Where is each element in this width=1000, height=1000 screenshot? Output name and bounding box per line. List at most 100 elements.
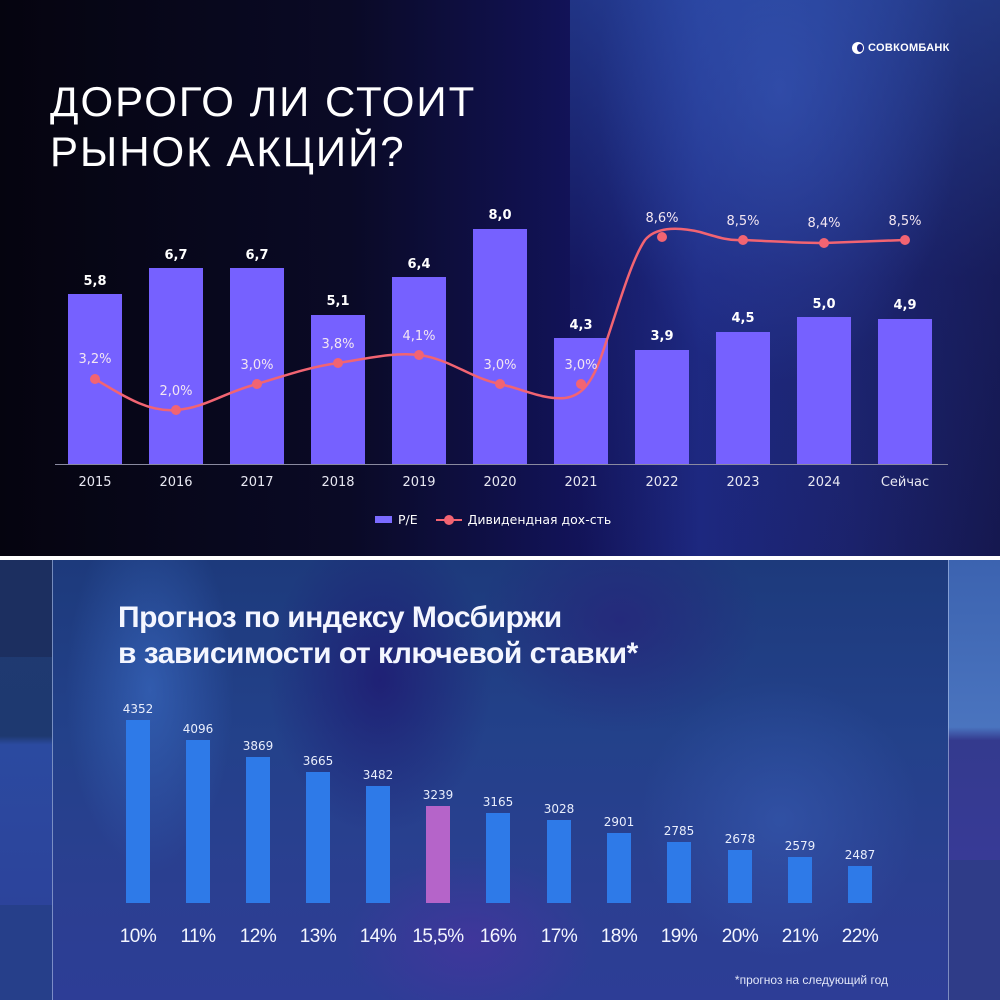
dividend-yield-line (90, 227, 910, 415)
forecast-bar-14 (366, 786, 390, 903)
x-tick-label: 2021 (564, 475, 598, 490)
pe-bar-2017 (230, 268, 284, 464)
left-side-strip (0, 560, 52, 1000)
forecast-bar-20 (728, 850, 752, 903)
forecast-value-label: 4096 (182, 722, 214, 736)
x-tick-label: Сейчас (880, 475, 930, 490)
pe-value-label: 6,4 (407, 257, 431, 272)
pe-value-label: 5,0 (812, 297, 836, 312)
pe-value-label: 4,3 (569, 318, 593, 333)
forecast-value-label: 2785 (663, 824, 695, 838)
rate-tick-label: 15,5% (412, 926, 464, 947)
pe-value-label: 6,7 (164, 248, 188, 263)
rate-tick-label: 11% (180, 926, 216, 947)
x-tick-label: 2016 (159, 475, 193, 490)
pe-dividend-chart-panel: СОВКОМБАНК ДОРОГО ЛИ СТОИТ РЫНОК АКЦИЙ? … (0, 0, 1000, 556)
panel-divider (0, 556, 1000, 560)
brand-name: СОВКОМБАНК (868, 42, 950, 54)
pe-value-label: 4,9 (893, 298, 917, 313)
right-side-strip (948, 560, 1000, 1000)
dividend-value-label: 8,5% (888, 214, 922, 229)
x-tick-label: 2018 (321, 475, 355, 490)
forecast-footnote: *прогноз на следующий год (734, 973, 888, 987)
legend-dividend-label: Дивидендная дох-сть (467, 512, 612, 527)
rate-tick-label: 22% (841, 926, 879, 947)
sovcombank-logo-icon (852, 42, 864, 54)
pe-value-label: 3,9 (650, 329, 674, 344)
pe-bar-now (878, 319, 932, 464)
x-tick-label: 2015 (78, 475, 112, 490)
x-axis-line (55, 464, 948, 465)
dividend-value-label: 8,4% (807, 216, 841, 231)
pe-bar-2020 (473, 229, 527, 464)
forecast-value-label: 3239 (422, 788, 454, 802)
dividend-value-label: 3,0% (240, 358, 274, 373)
forecast-value-label: 2579 (784, 839, 816, 853)
left-frame-line (52, 560, 53, 1000)
right-frame-line (948, 560, 949, 1000)
brand-logo: СОВКОМБАНК (852, 42, 950, 54)
rate-tick-label: 10% (119, 926, 157, 947)
x-tick-label: 2022 (645, 475, 679, 490)
forecast-value-label: 4352 (122, 702, 154, 716)
title-line-1: ДОРОГО ЛИ СТОИТ (50, 78, 477, 125)
rate-tick-label: 14% (359, 926, 397, 947)
dividend-legend-line-icon (435, 514, 462, 525)
forecast-title-line-1: Прогноз по индексу Мосбиржи (118, 601, 562, 634)
forecast-bar-18 (607, 833, 631, 903)
dividend-value-label: 4,1% (402, 329, 436, 344)
forecast-bar-12 (246, 757, 270, 903)
forecast-value-label: 2678 (724, 832, 756, 846)
dividend-value-label: 3,0% (483, 358, 517, 373)
forecast-value-label: 2901 (603, 815, 635, 829)
rate-tick-label: 16% (479, 926, 517, 947)
moex-forecast-chart-panel: Прогноз по индексу Мосбиржи в зависимост… (0, 560, 1000, 1000)
pe-value-label: 4,5 (731, 311, 755, 326)
rate-tick-label: 13% (299, 926, 337, 947)
forecast-bar-21 (788, 857, 812, 903)
forecast-bar-11 (186, 740, 210, 903)
pe-value-label: 5,1 (326, 294, 350, 309)
pe-bar-2021 (554, 338, 608, 464)
title-line-2: РЫНОК АКЦИЙ? (50, 128, 406, 175)
x-tick-label: 2023 (726, 475, 760, 490)
x-tick-label: 2024 (807, 475, 841, 490)
forecast-value-label: 3028 (543, 802, 575, 816)
pe-bar-2022 (635, 350, 689, 464)
pe-value-label: 6,7 (245, 248, 269, 263)
pe-bar-2016 (149, 268, 203, 464)
dividend-value-label: 3,8% (321, 337, 355, 352)
x-tick-label: 2019 (402, 475, 436, 490)
rate-tick-label: 17% (540, 926, 578, 947)
dividend-markers (90, 232, 910, 415)
dividend-value-label: 3,2% (78, 352, 112, 367)
dividend-value-label: 8,6% (645, 211, 679, 226)
rate-tick-label: 20% (721, 926, 759, 947)
forecast-title: Прогноз по индексу Мосбиржи в зависимост… (118, 600, 638, 672)
x-tick-label: 2020 (483, 475, 517, 490)
forecast-value-label: 3165 (482, 795, 514, 809)
forecast-value-label: 2487 (844, 848, 876, 862)
chart-legend: P/E Дивидендная дох-сть (375, 512, 611, 527)
forecast-bar-19 (667, 842, 691, 903)
pe-bar-2023 (716, 332, 770, 464)
forecast-bar-13 (306, 772, 330, 903)
forecast-value-label: 3869 (242, 739, 274, 753)
pe-bar-2018 (311, 315, 365, 464)
pe-bar-2019 (392, 277, 446, 464)
pe-value-label: 8,0 (488, 208, 512, 223)
rate-tick-label: 19% (660, 926, 698, 947)
pe-legend-swatch-icon (375, 516, 392, 523)
legend-pe-label: P/E (398, 512, 418, 527)
forecast-value-label: 3482 (362, 768, 394, 782)
pe-value-label: 5,8 (83, 274, 107, 289)
x-tick-label: 2017 (240, 475, 274, 490)
forecast-value-label: 3665 (302, 754, 334, 768)
forecast-bar-15-5-highlighted (426, 806, 450, 903)
dividend-value-label: 3,0% (564, 358, 598, 373)
forecast-title-line-2: в зависимости от ключевой ставки* (118, 637, 638, 670)
pe-bar-2024 (797, 317, 851, 464)
forecast-bar-16 (486, 813, 510, 903)
forecast-bar-22 (848, 866, 872, 903)
dividend-value-label: 8,5% (726, 214, 760, 229)
